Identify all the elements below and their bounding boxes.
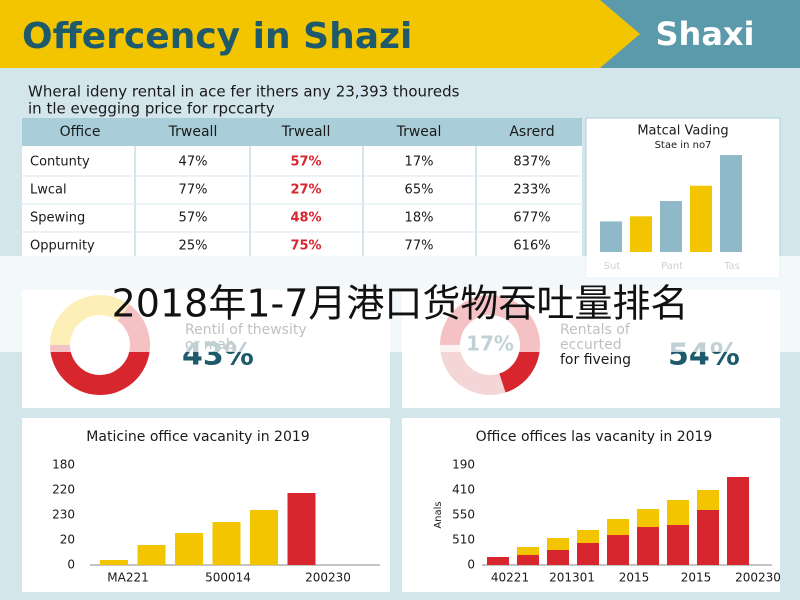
table-body-bg	[22, 146, 582, 256]
x-label: 2015	[619, 571, 650, 585]
bar-segment	[577, 530, 599, 543]
table-cell: 57%	[179, 211, 208, 226]
table-header-cell: Trweal	[396, 124, 442, 140]
table-header-cell: Trweall	[281, 124, 331, 140]
table-cell: Lwcal	[30, 183, 67, 198]
y-label: 230	[52, 508, 75, 522]
bar	[212, 522, 241, 565]
table-header-cell: Office	[60, 124, 101, 140]
donut-segment	[440, 345, 506, 395]
x-label: 201301	[549, 571, 595, 585]
table-cell: 48%	[290, 211, 321, 226]
bar-segment	[577, 543, 599, 565]
overlay-band	[0, 256, 800, 352]
y-label: 190	[452, 458, 475, 472]
table-header-bg	[22, 118, 582, 146]
chart-panel	[22, 418, 390, 592]
side-subtitle: Stae in no7	[655, 140, 712, 151]
bar	[720, 155, 742, 252]
y-label: 410	[452, 483, 475, 497]
bar	[175, 533, 203, 565]
bar	[250, 510, 278, 565]
bar	[100, 560, 128, 565]
y-label: 510	[452, 533, 475, 547]
bar-segment	[487, 557, 509, 565]
x-label: MA221	[107, 571, 148, 585]
y-label: 180	[52, 458, 75, 472]
table-cell: Oppurnity	[30, 239, 95, 254]
bar-segment	[637, 509, 659, 527]
table-cell: 677%	[513, 211, 550, 226]
bar-segment	[517, 555, 539, 565]
bar-segment	[697, 490, 719, 510]
bar-segment	[517, 547, 539, 555]
table-cell: 47%	[179, 155, 208, 170]
chart-title: Office offices las vacanity in 2019	[476, 429, 713, 445]
bar-segment	[607, 535, 629, 565]
bar	[287, 493, 316, 565]
title: Offercency in Shazi	[22, 16, 412, 57]
table-header-cell: Trweall	[168, 124, 218, 140]
intro-line: in tle evegging price for rpccarty	[28, 100, 275, 118]
bar-segment	[667, 525, 689, 565]
x-label: 40221	[491, 571, 529, 585]
table-cell: 65%	[405, 183, 434, 198]
chart-title: Maticine office vacanity in 2019	[86, 429, 309, 445]
table-cell: 75%	[290, 239, 321, 254]
y-label: 0	[467, 558, 475, 572]
y-label: 0	[67, 558, 75, 572]
x-label: 200230	[735, 571, 781, 585]
table-cell: Contunty	[30, 155, 90, 170]
bar	[137, 545, 166, 565]
axis-label: Anals	[433, 501, 444, 528]
y-label: 20	[60, 533, 75, 547]
bar-segment	[727, 477, 749, 565]
bar	[630, 216, 652, 252]
header-ribbon	[0, 0, 640, 68]
table-cell: 18%	[405, 211, 434, 226]
table-cell: 17%	[405, 155, 434, 170]
x-label: 2015	[681, 571, 712, 585]
table-cell: 57%	[290, 155, 321, 170]
table-cell: 837%	[513, 155, 550, 170]
table-cell: 233%	[513, 183, 550, 198]
bar-segment	[607, 519, 629, 535]
table-header-cell: Asrerd	[509, 124, 554, 140]
bar	[600, 221, 622, 252]
bar	[690, 185, 712, 252]
bar-segment	[547, 538, 569, 550]
table-cell: 77%	[405, 239, 434, 254]
table-cell: 25%	[179, 239, 208, 254]
bar-segment	[667, 500, 689, 525]
y-label: 550	[452, 508, 475, 522]
table-cell: Spewing	[30, 211, 85, 226]
bar-segment	[697, 510, 719, 565]
side-title: Matcal Vading	[637, 124, 728, 139]
intro-line: Wheral ideny rental in ace fer ithers an…	[28, 83, 460, 101]
table-cell: 27%	[290, 183, 321, 198]
table-cell: 77%	[179, 183, 208, 198]
donut-text: for fiveing	[560, 352, 631, 368]
x-label: 500014	[205, 571, 251, 585]
brand: Shaxi	[655, 15, 754, 53]
table-cell: 616%	[513, 239, 550, 254]
overlay-title: 2018年1-7月港口货物吞吐量排名	[112, 282, 689, 326]
bar	[660, 201, 682, 252]
bar-segment	[637, 527, 659, 565]
y-label: 220	[52, 483, 75, 497]
x-label: 200230	[305, 571, 351, 585]
bar-segment	[547, 550, 569, 565]
